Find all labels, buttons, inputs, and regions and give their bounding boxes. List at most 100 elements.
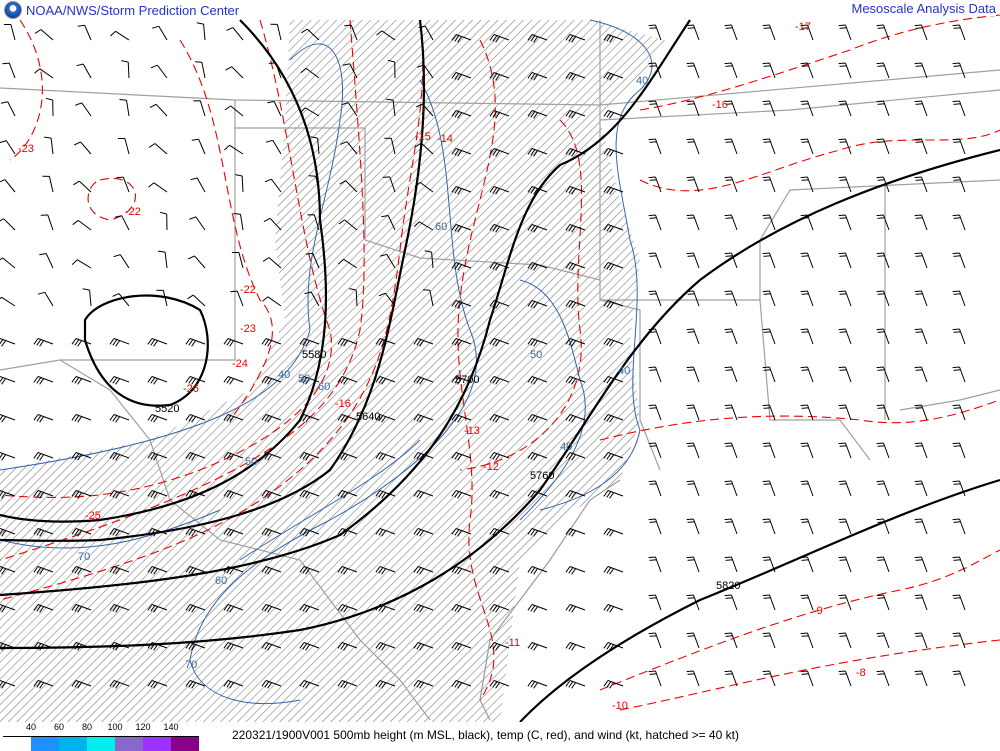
wind-barb — [527, 376, 548, 385]
wind-barb — [527, 566, 548, 575]
wind-barb — [952, 404, 966, 421]
wind-barb — [0, 296, 16, 307]
wind-barb — [724, 290, 738, 307]
wind-barb — [603, 110, 624, 119]
wind-barb — [147, 452, 168, 461]
wind-barb — [603, 72, 624, 81]
wind-barb — [603, 338, 624, 347]
wind-barb — [223, 528, 244, 537]
wind-barb — [838, 214, 852, 231]
wind-barb — [299, 452, 320, 461]
wind-barb — [489, 262, 510, 271]
wind-barb — [876, 328, 890, 345]
wind-barb — [603, 490, 624, 499]
temp-label: -10 — [612, 700, 628, 712]
wind-barb — [0, 604, 16, 613]
wind-barb — [648, 62, 662, 79]
wind-barb — [724, 480, 738, 497]
wind-barb — [413, 604, 434, 613]
wind-barb — [77, 24, 92, 41]
wind-barb — [264, 178, 282, 193]
wind-barb — [603, 680, 624, 689]
wind-barb — [33, 566, 54, 575]
wind-barb — [422, 289, 434, 307]
wind-barb — [376, 30, 396, 41]
temp-label: -8 — [856, 667, 866, 679]
height-label: 5640 — [356, 411, 380, 423]
temp-label: -22 — [240, 284, 256, 296]
legend-tick: 40 — [25, 722, 36, 732]
temp-label: -15 — [415, 131, 431, 143]
wind-barb — [109, 414, 130, 423]
legend-tick: 120 — [135, 722, 151, 732]
wind-barb — [565, 680, 586, 689]
wind-barb — [71, 452, 92, 461]
isotach-contours — [0, 19, 653, 705]
wind-barb — [0, 218, 16, 231]
wind-barb — [565, 338, 586, 347]
wind-barb — [112, 293, 130, 307]
wind-barb — [565, 300, 586, 309]
wind-barb — [800, 214, 814, 231]
map-caption: 220321/1900V001 500mb height (m MSL, bla… — [232, 728, 739, 742]
wind-barb — [117, 138, 130, 155]
temp-label: -22 — [125, 206, 141, 218]
wind-barb — [224, 144, 244, 155]
wind-barb — [337, 642, 358, 651]
wind-barb — [489, 414, 510, 423]
wind-barb — [603, 262, 624, 271]
wind-barb — [952, 480, 966, 497]
wind-barb — [262, 257, 282, 269]
wind-barb — [384, 137, 396, 155]
wind-barb — [235, 174, 244, 193]
wind-barb — [33, 452, 54, 461]
wind-barb — [724, 62, 738, 79]
wind-barb — [876, 404, 890, 421]
wind-barb — [565, 490, 586, 499]
wind-barb — [762, 366, 776, 383]
wind-barb — [838, 480, 852, 497]
wind-barb — [762, 24, 776, 41]
wind-barb — [147, 680, 168, 689]
wind-barb — [686, 138, 700, 155]
wind-barb — [876, 290, 890, 307]
legend-swatch — [171, 737, 199, 751]
wind-barb — [686, 290, 700, 307]
wind-barb — [0, 179, 16, 193]
wind-barb — [261, 414, 282, 423]
wind-barb — [724, 176, 738, 193]
temp-label: -23 — [240, 323, 256, 335]
wind-barb — [375, 452, 396, 461]
wind-barb — [413, 221, 434, 231]
wind-barb — [527, 72, 548, 81]
wind-barb — [686, 366, 700, 383]
wind-barb — [37, 291, 54, 307]
wind-barb — [489, 642, 510, 651]
wind-barb — [648, 24, 662, 41]
isotach-label: 50 — [530, 349, 542, 361]
wind-barb — [109, 490, 130, 499]
wind-barb — [952, 100, 966, 117]
wind-barb — [0, 452, 16, 461]
wind-barb — [185, 376, 206, 385]
wind-barb — [565, 566, 586, 575]
wind-barb — [724, 138, 738, 155]
wind-barb — [914, 290, 928, 307]
wind-barb — [223, 490, 244, 499]
header-right-title: Mesoscale Analysis Data — [848, 1, 996, 16]
wind-barb — [71, 338, 92, 347]
wind-barb — [686, 24, 700, 41]
height-labels: 5520 5580 5640 5700 5760 5820 — [155, 349, 740, 592]
wind-barb — [565, 34, 586, 43]
wind-barb — [952, 328, 966, 345]
legend-swatch — [3, 737, 31, 751]
wind-barb — [270, 23, 282, 41]
wind-barb — [337, 414, 358, 423]
wind-barb — [686, 62, 700, 79]
wind-barb — [762, 138, 776, 155]
temp-label: -16 — [335, 398, 351, 410]
wind-barb — [337, 452, 358, 461]
wind-barb — [340, 141, 358, 155]
wind-barb — [342, 63, 358, 79]
